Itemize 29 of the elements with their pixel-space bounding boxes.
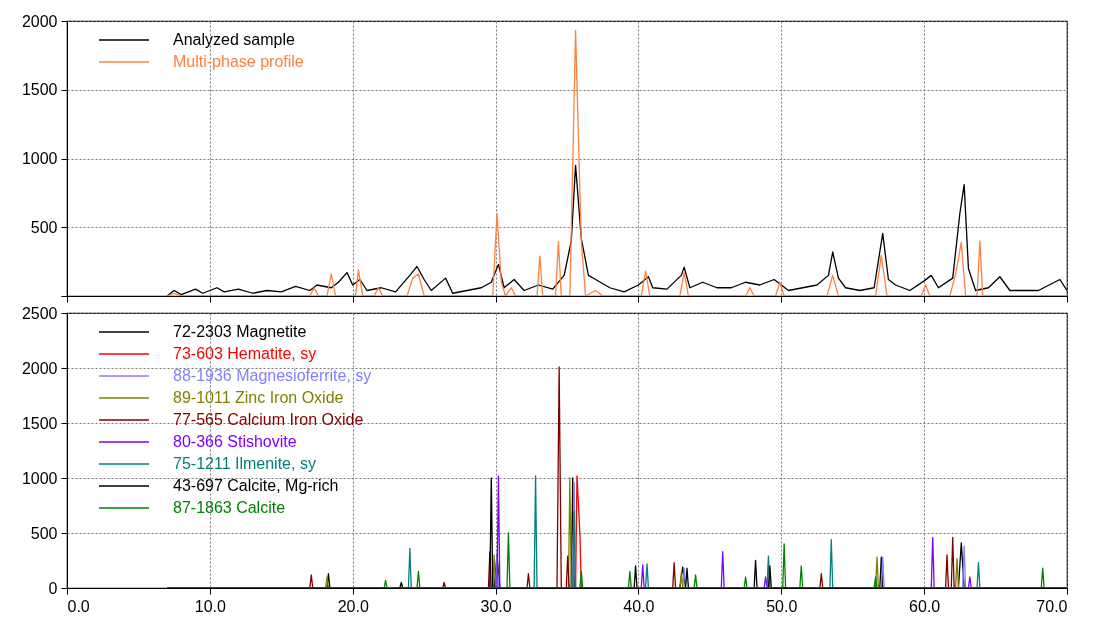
- legend-label: Analyzed sample: [173, 31, 295, 48]
- legend-label: 75-1211 Ilmenite, sy: [173, 455, 316, 472]
- legend-label: 77-565 Calcium Iron Oxide: [173, 411, 364, 428]
- legend-label: 89-1011 Zinc Iron Oxide: [173, 389, 344, 406]
- x-tick-label: 20.0: [337, 597, 369, 615]
- y-tick-label: 2000: [21, 12, 58, 30]
- y-tick-label: 2000: [21, 359, 58, 377]
- legend-label: 72-2303 Magnetite: [173, 323, 307, 340]
- y-tick-label: 1000: [21, 150, 58, 167]
- y-tick-label: 500: [30, 524, 58, 542]
- legend-label: 87-1863 Calcite: [173, 499, 286, 516]
- y-tick-label: 1000: [21, 469, 58, 487]
- x-tick-label: 50.0: [766, 597, 798, 615]
- x-tick-label: 10.0: [194, 597, 227, 615]
- y-tick-label: 1500: [21, 81, 58, 99]
- x-tick-label: 40.0: [623, 597, 655, 615]
- legend-label: 80-366 Stishovite: [173, 433, 297, 450]
- y-tick-label: 1500: [21, 414, 58, 432]
- legend-label: 43-697 Calcite, Mg-rich: [173, 477, 339, 494]
- x-tick-label: 70.0: [1036, 597, 1068, 615]
- x-tick-label: 0.0: [67, 597, 90, 615]
- y-tick-label: 500: [30, 218, 58, 236]
- legend-label: 88-1936 Magnesioferrite, sy: [173, 367, 372, 384]
- legend-label: 73-603 Hematite, sy: [173, 345, 317, 362]
- x-tick-label: 30.0: [480, 597, 512, 615]
- legend-label: Multi-phase profile: [173, 53, 304, 70]
- y-tick-label: 2500: [21, 304, 58, 322]
- x-tick-label: 60.0: [909, 597, 941, 615]
- y-tick-label: 0: [48, 579, 58, 597]
